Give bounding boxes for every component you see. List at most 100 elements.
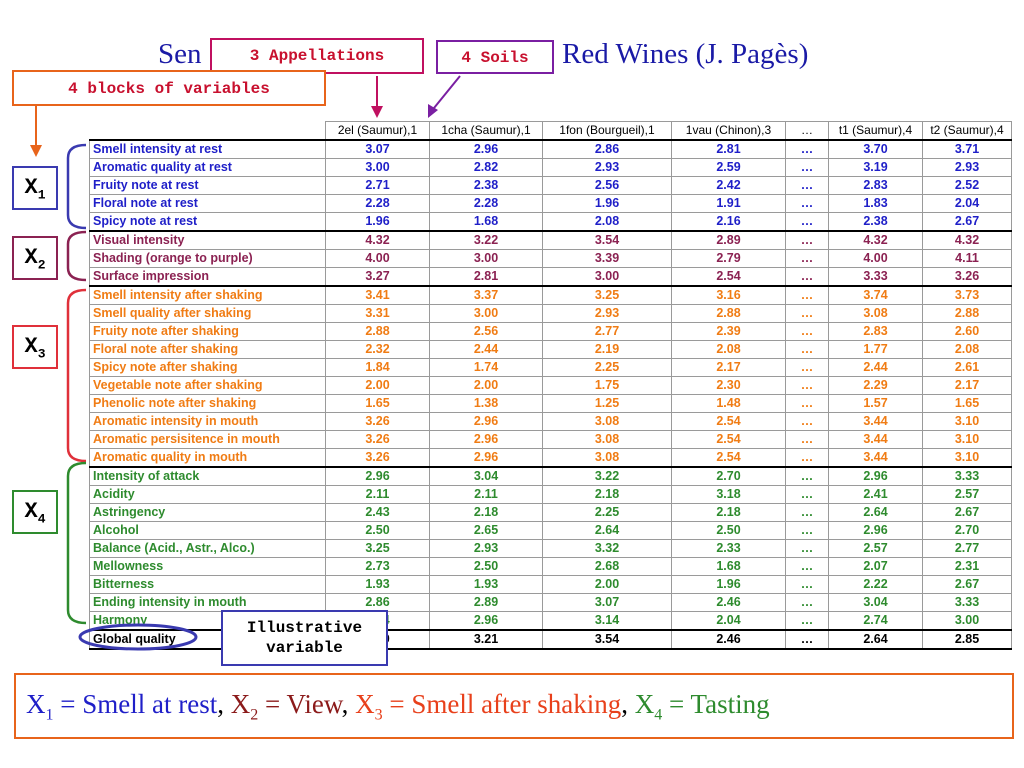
table-cell: 1.93	[429, 575, 543, 594]
table-cell: …	[785, 158, 829, 177]
block3-bracket	[66, 288, 87, 463]
table-cell: 1.74	[429, 358, 543, 377]
table-row: Spicy note after shaking 1.84 1.74 2.25 2.17…	[89, 358, 1012, 377]
row-label: Acidity	[89, 485, 326, 504]
table-cell: 2.73	[325, 557, 430, 576]
row-label: Aromatic intensity in mouth	[89, 412, 326, 431]
table-cell: 1.38	[429, 394, 543, 413]
table-cell: 2.54	[671, 412, 786, 431]
table-cell: 2.89	[671, 230, 786, 250]
table-cell: 3.10	[922, 448, 1012, 468]
table-cell: …	[785, 322, 829, 341]
table-cell: 3.08	[542, 412, 672, 431]
table-row: Astringency 2.43 2.18 2.25 2.18… 2.64 2.67	[89, 503, 1012, 522]
table-row: Ending intensity in mouth 2.86 2.89 3.07 2.4…	[89, 593, 1012, 612]
block-label-x3: X3	[12, 325, 58, 369]
row-label: Fruity note at rest	[89, 176, 326, 195]
table-cell: 2.32	[325, 340, 430, 359]
row-label: Surface impression	[89, 267, 326, 287]
soils-arrow	[433, 75, 461, 109]
column-header: 1fon (Bourgueil),1	[542, 121, 672, 141]
table-cell: …	[785, 194, 829, 213]
row-label: Alcohol	[89, 521, 326, 540]
wine-data-table: 2el (Saumur),1 1cha (Saumur),1 1fon (Bourg…	[89, 121, 1012, 650]
table-cell: 3.27	[325, 267, 430, 287]
table-cell: 2.82	[429, 158, 543, 177]
table-cell: …	[785, 285, 829, 305]
table-cell: 2.17	[671, 358, 786, 377]
row-label: Floral note after shaking	[89, 340, 326, 359]
table-cell: 2.67	[922, 575, 1012, 594]
table-cell: 2.08	[922, 340, 1012, 359]
table-cell: 3.04	[828, 593, 923, 612]
illustrative-variable-callout: Illustrative variable	[221, 610, 388, 666]
row-label: Spicy note at rest	[89, 212, 326, 232]
table-cell: 2.43	[325, 503, 430, 522]
block2-bracket	[66, 230, 87, 282]
table-cell: 3.41	[325, 285, 430, 305]
table-cell: 3.33	[922, 593, 1012, 612]
table-cell: …	[785, 230, 829, 250]
table-cell: 2.54	[671, 448, 786, 468]
table-cell: 2.96	[429, 430, 543, 449]
table-cell: 1.48	[671, 394, 786, 413]
block1-bracket	[66, 143, 87, 230]
table-cell: 2.44	[429, 340, 543, 359]
table-cell: 3.08	[828, 304, 923, 323]
table-row: Smell quality after shaking 3.31 3.00 2.93 2…	[89, 304, 1012, 323]
table-cell: …	[785, 412, 829, 431]
table-cell: 1.93	[325, 575, 430, 594]
table-cell: 2.96	[429, 611, 543, 631]
table-cell: 3.73	[922, 285, 1012, 305]
table-row: Smell intensity at rest 3.07 2.96 2.86 2.81……	[89, 139, 1012, 159]
table-cell: 3.31	[325, 304, 430, 323]
table-cell: 2.46	[671, 593, 786, 612]
table-cell: 3.25	[325, 539, 430, 558]
table-cell: …	[785, 304, 829, 323]
table-cell: 2.88	[671, 304, 786, 323]
table-cell: …	[785, 267, 829, 287]
row-label: Fruity note after shaking	[89, 322, 326, 341]
table-cell: 2.93	[542, 158, 672, 177]
legend-x1: X1 = Smell at rest	[26, 689, 218, 724]
table-row: Mellowness 2.73 2.50 2.68 1.68… 2.07 2.31	[89, 557, 1012, 576]
table-cell: 3.26	[922, 267, 1012, 287]
table-cell: 2.42	[671, 176, 786, 195]
table-cell: …	[785, 539, 829, 558]
block-label-x2: X2	[12, 236, 58, 280]
row-label: Visual intensity	[89, 230, 326, 250]
table-cell: …	[785, 430, 829, 449]
table-cell: 2.86	[325, 593, 430, 612]
table-cell: 1.57	[828, 394, 923, 413]
table-cell: 2.08	[542, 212, 672, 232]
table-cell: 3.32	[542, 539, 672, 558]
table-cell: 2.81	[671, 139, 786, 159]
table-row: Alcohol 2.50 2.65 2.64 2.50… 2.96 2.70	[89, 521, 1012, 540]
table-row: Fruity note at rest 2.71 2.38 2.56 2.42… 2.83…	[89, 176, 1012, 195]
table-cell: …	[785, 611, 829, 631]
table-cell: 3.14	[542, 611, 672, 631]
table-cell: 2.64	[828, 503, 923, 522]
table-cell: 2.64	[828, 629, 923, 650]
table-cell: 2.54	[671, 267, 786, 287]
table-cell: …	[785, 249, 829, 268]
table-cell: 3.07	[542, 593, 672, 612]
table-cell: 1.83	[828, 194, 923, 213]
table-cell: 1.91	[671, 194, 786, 213]
column-header: t1 (Saumur),4	[828, 121, 923, 141]
table-cell: 2.65	[429, 521, 543, 540]
table-cell: 1.75	[542, 376, 672, 395]
table-row: Balance (Acid., Astr., Alco.) 3.25 2.93 3.3…	[89, 539, 1012, 558]
appellations-callout: 3 Appellations	[210, 38, 424, 74]
column-header: …	[785, 121, 829, 141]
table-cell: 3.33	[828, 267, 923, 287]
table-row: Shading (orange to purple) 4.00 3.00 3.39 2.…	[89, 249, 1012, 268]
table-cell: …	[785, 394, 829, 413]
table-cell: 2.88	[325, 322, 430, 341]
table-cell: 2.93	[429, 539, 543, 558]
table-cell: 3.18	[671, 485, 786, 504]
table-cell: 2.28	[325, 194, 430, 213]
legend-x2: X2 = View	[230, 689, 342, 724]
table-cell: 2.25	[542, 358, 672, 377]
table-row: Spicy note at rest 1.96 1.68 2.08 2.16… 2.38 2…	[89, 212, 1012, 232]
